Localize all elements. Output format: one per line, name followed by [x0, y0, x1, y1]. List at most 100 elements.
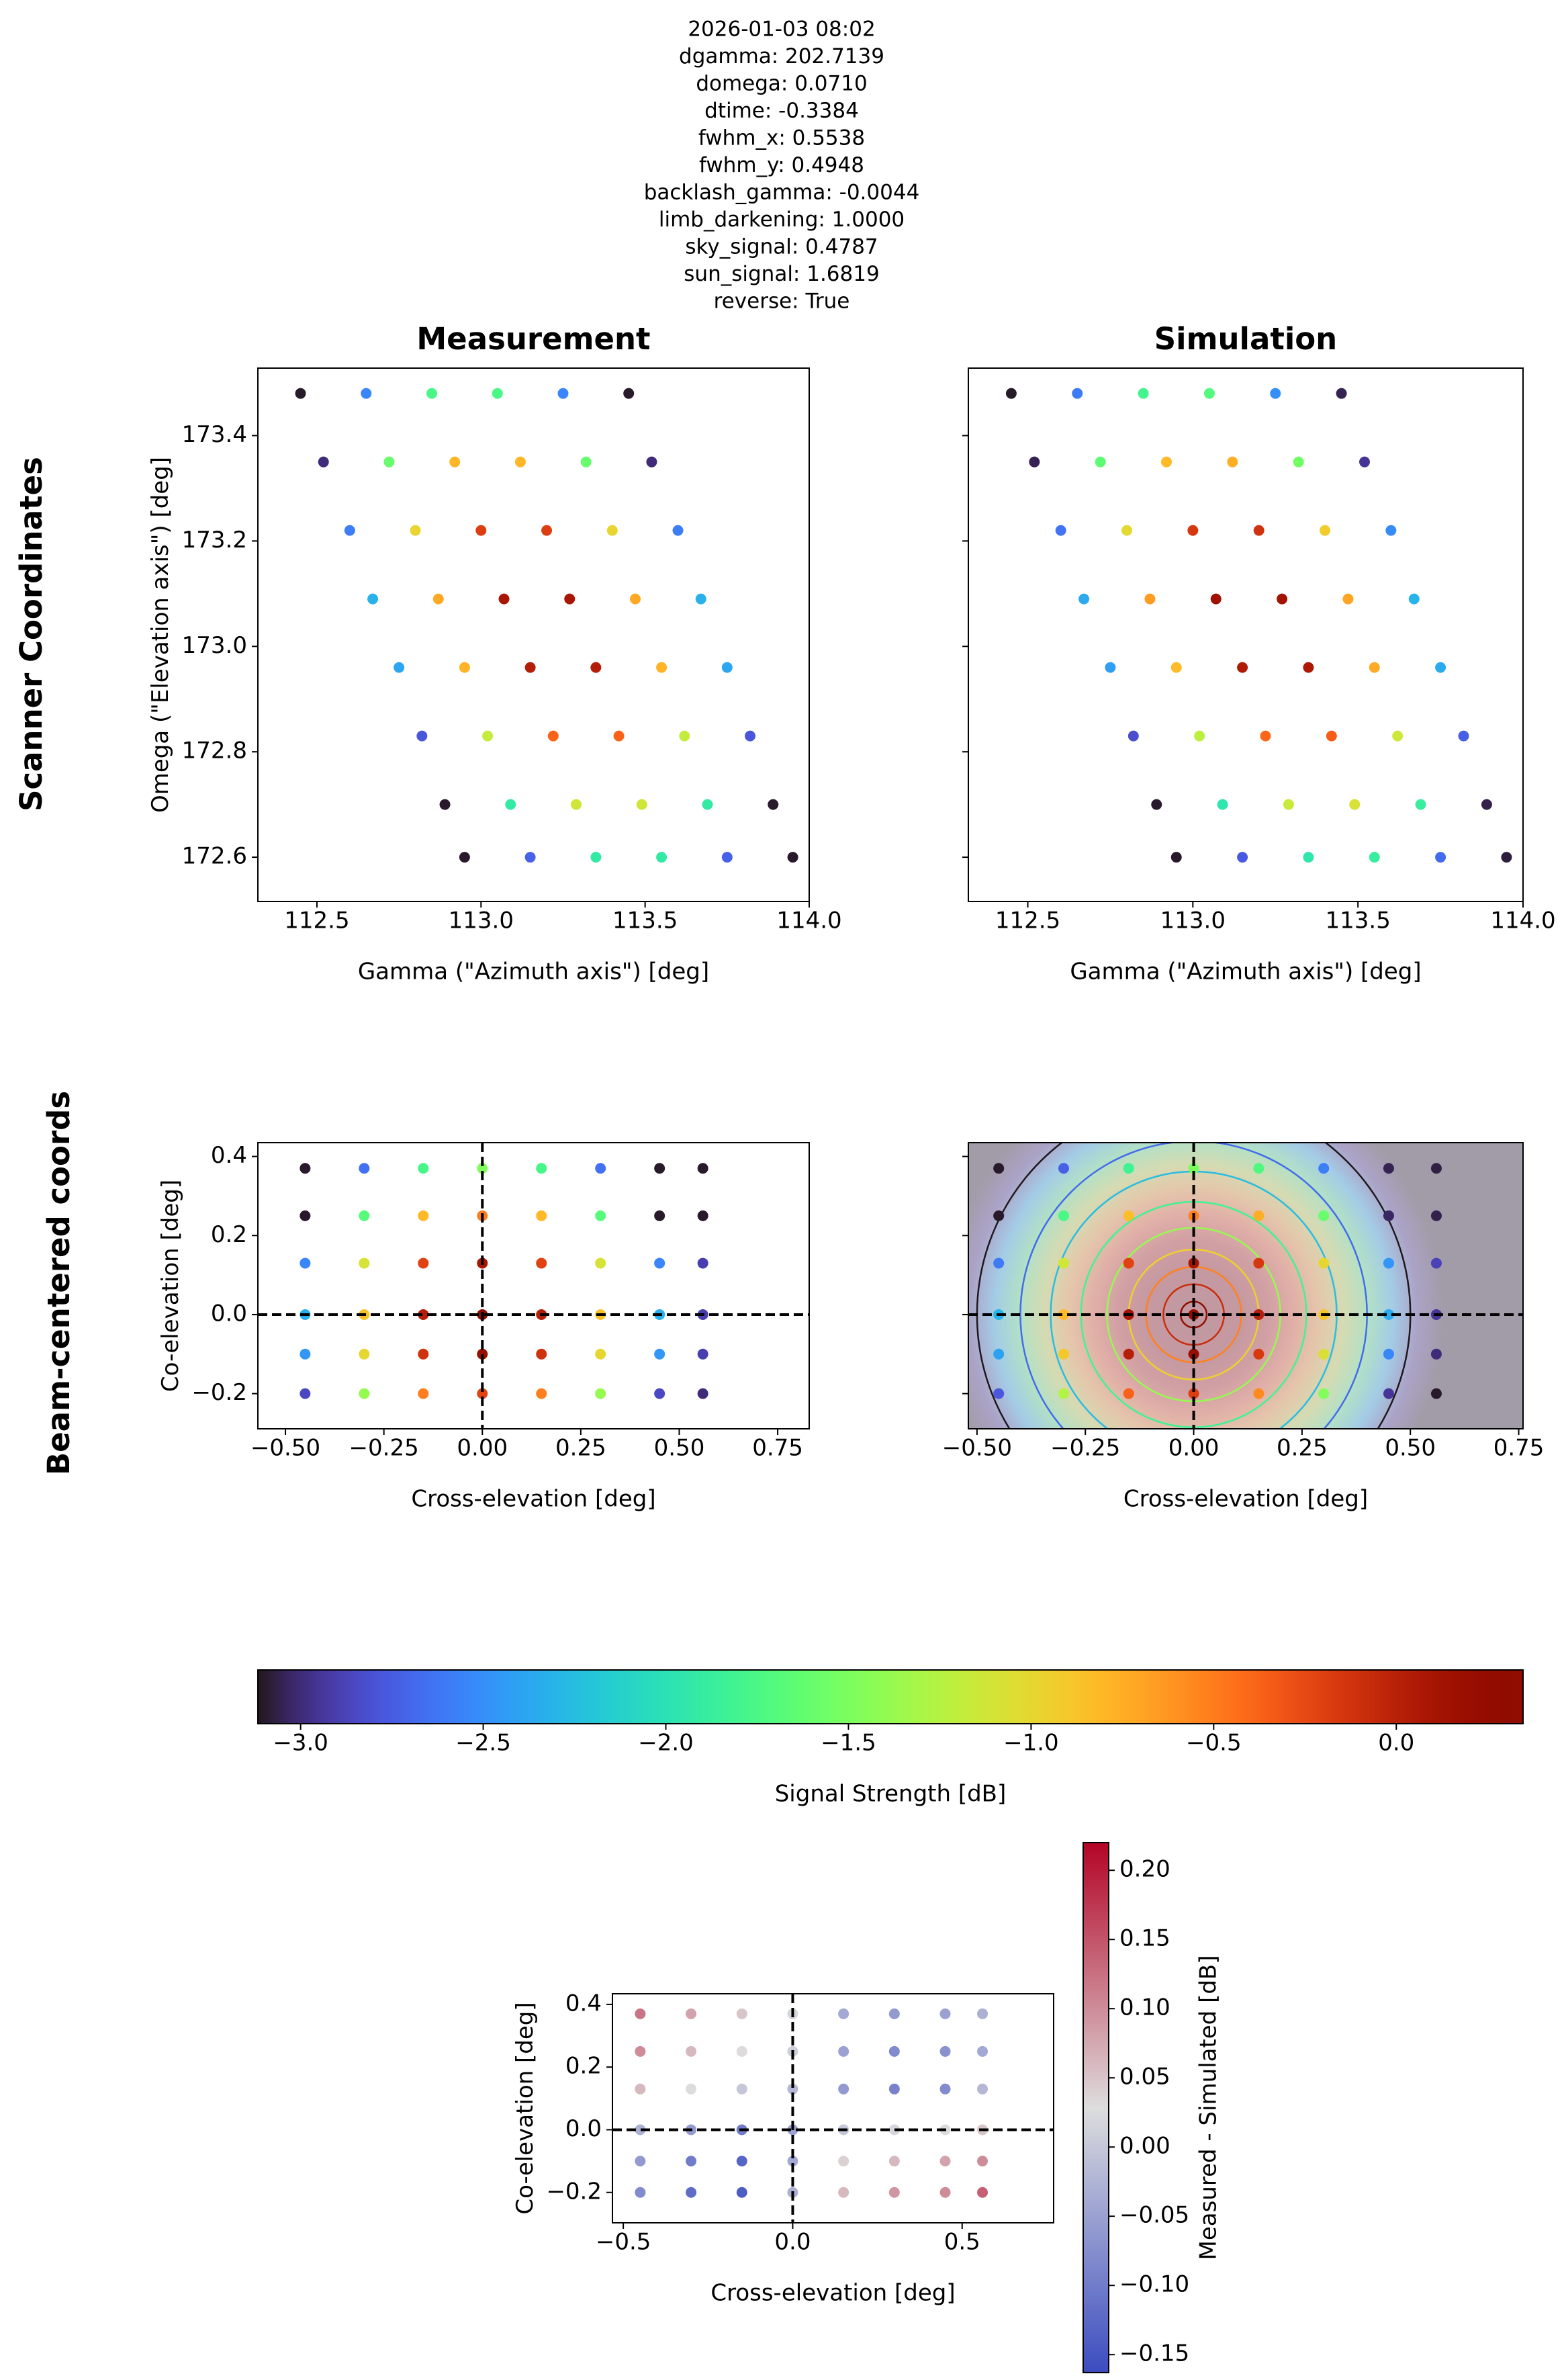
colorbar-label: Signal Strength [dB]	[775, 1781, 1007, 1808]
colorbar-tick-label: 0.15	[1119, 1925, 1170, 1952]
data-point	[524, 662, 536, 673]
data-point	[359, 1210, 370, 1221]
data-point	[888, 2008, 900, 2019]
data-point	[736, 2156, 747, 2167]
data-point	[1253, 525, 1264, 536]
x-axis-label: Gamma ("Azimuth axis") [deg]	[358, 959, 709, 985]
data-point	[787, 2156, 798, 2167]
data-point	[838, 2187, 849, 2198]
data-point	[300, 1348, 311, 1360]
data-point	[359, 1163, 370, 1174]
data-point	[595, 1348, 606, 1360]
data-point	[564, 593, 576, 605]
data-point	[1383, 1210, 1394, 1221]
x-tick-label: 113.5	[612, 908, 678, 934]
axes-frame	[257, 367, 810, 902]
data-point	[838, 2083, 849, 2095]
x-tick-label: −0.50	[250, 1435, 320, 1462]
data-point	[418, 1258, 429, 1269]
suptitle-line: fwhm_y: 0.4948	[699, 153, 864, 177]
axes-title: Simulation	[1154, 321, 1337, 357]
data-point	[1072, 388, 1083, 399]
data-point	[635, 2187, 646, 2198]
data-point	[1210, 593, 1222, 605]
data-point	[1123, 1388, 1134, 1399]
plot-area	[1005, 388, 1512, 863]
data-point	[1383, 1258, 1394, 1269]
data-point	[888, 2187, 900, 2198]
data-point	[1359, 456, 1370, 468]
data-point	[613, 730, 625, 742]
axes-frame	[612, 1993, 1054, 2223]
data-point	[1383, 1388, 1394, 1399]
data-point	[383, 456, 395, 468]
colorbar-tick-label: −2.0	[638, 1730, 694, 1757]
data-point	[702, 799, 713, 810]
data-point	[635, 2008, 646, 2019]
data-point	[838, 2008, 849, 2019]
x-tick-label: 0.75	[752, 1435, 803, 1462]
colorbar-tick-label: 0.0	[1378, 1730, 1414, 1757]
data-point	[993, 1348, 1005, 1360]
data-point	[654, 1210, 665, 1221]
data-point	[721, 662, 733, 673]
data-point	[1058, 1388, 1069, 1399]
data-point	[697, 1388, 708, 1399]
data-point	[787, 2083, 798, 2095]
data-point	[697, 1210, 708, 1221]
x-axis-label: Gamma ("Azimuth axis") [deg]	[1070, 959, 1421, 985]
data-point	[1383, 1163, 1394, 1174]
data-point	[736, 2045, 747, 2057]
data-point	[939, 2045, 951, 2057]
data-point	[1408, 593, 1420, 605]
data-point	[477, 1348, 488, 1360]
data-point	[635, 2156, 646, 2167]
data-point	[635, 2045, 646, 2057]
data-point	[547, 730, 559, 742]
data-point	[557, 388, 569, 399]
data-point	[418, 1309, 429, 1320]
x-tick-label: 114.0	[776, 908, 841, 934]
data-point	[1095, 456, 1106, 468]
data-point	[654, 1388, 665, 1399]
data-point	[888, 2156, 900, 2167]
data-point	[1128, 730, 1139, 742]
data-point	[888, 2083, 900, 2095]
data-point	[536, 1258, 547, 1269]
data-point	[300, 1163, 311, 1174]
data-point	[635, 2083, 646, 2095]
data-point	[1430, 1348, 1442, 1360]
data-point	[571, 799, 582, 810]
data-point	[686, 2187, 697, 2198]
data-point	[1188, 1163, 1199, 1174]
y-tick-label: 0.4	[211, 1142, 247, 1169]
data-point	[1481, 799, 1492, 810]
data-point	[1253, 1348, 1264, 1360]
colorbar-tick-label: −0.5	[1186, 1730, 1242, 1757]
data-point	[1260, 730, 1271, 742]
row-label: Beam-centered coords	[41, 1091, 77, 1475]
data-point	[993, 1210, 1005, 1221]
data-point	[1237, 662, 1248, 673]
y-tick-label: 172.6	[182, 843, 247, 870]
data-point	[318, 456, 329, 468]
x-tick-label: 0.00	[1168, 1435, 1220, 1462]
data-point	[686, 2156, 697, 2167]
data-point	[505, 799, 516, 810]
data-point	[993, 1163, 1005, 1174]
colorbar-tick-label: 0.00	[1119, 2133, 1170, 2160]
x-tick-label: −0.25	[349, 1435, 419, 1462]
data-point	[736, 2008, 747, 2019]
data-point	[300, 1388, 311, 1399]
axes-frame	[257, 1142, 810, 1429]
data-point	[636, 799, 647, 810]
data-point	[367, 593, 379, 605]
data-point	[410, 525, 421, 536]
suptitle-line: domega: 0.0710	[696, 72, 867, 96]
data-point	[695, 593, 706, 605]
data-point	[1383, 1309, 1394, 1320]
x-tick-label: 113.0	[449, 908, 514, 934]
data-point	[939, 2187, 951, 2198]
data-point	[590, 852, 602, 863]
